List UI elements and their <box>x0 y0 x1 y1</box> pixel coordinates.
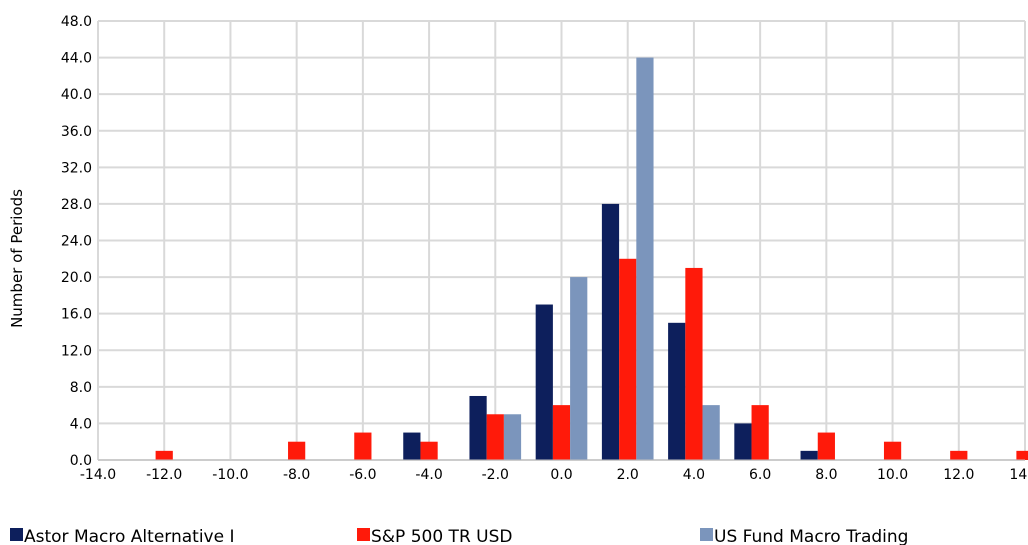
x-tick-label: -10.0 <box>212 467 248 483</box>
legend-swatch <box>10 528 23 541</box>
y-tick-label: 40.0 <box>61 87 92 103</box>
legend-swatch <box>700 528 713 541</box>
x-tick-label: -12.0 <box>146 467 182 483</box>
x-tick-label: -2.0 <box>482 467 509 483</box>
bar-series-2 <box>685 267 703 460</box>
x-tick-label: 0.0 <box>550 467 572 483</box>
bar-series-1 <box>601 203 620 460</box>
bar-series-2 <box>354 432 372 460</box>
y-tick-label: 4.0 <box>70 416 92 432</box>
x-tick-label: 2.0 <box>617 467 639 483</box>
bar-series-2 <box>883 441 902 460</box>
bar-series-3 <box>503 414 522 460</box>
y-tick-label: 32.0 <box>61 160 92 176</box>
y-tick-label: 28.0 <box>61 197 92 213</box>
bar-series-2 <box>155 450 173 460</box>
y-tick-label: 24.0 <box>61 234 92 250</box>
x-tick-label: -6.0 <box>349 467 376 483</box>
legend-swatch <box>357 528 370 541</box>
y-tick-label: 36.0 <box>61 124 92 140</box>
bar-series-3 <box>702 405 720 460</box>
legend-label: Astor Macro Alternative I <box>24 527 234 545</box>
legend-label: US Fund Macro Trading <box>714 527 908 545</box>
x-tick-label: 14.0 <box>1009 467 1028 483</box>
bar-series-2 <box>486 414 504 460</box>
bar-series-3 <box>570 277 588 460</box>
y-tick-label: 16.0 <box>61 307 92 323</box>
bar-series-2 <box>552 405 571 460</box>
bar-series-2 <box>619 258 637 460</box>
bar-series-1 <box>535 304 553 460</box>
bar-series-2 <box>288 441 306 460</box>
x-tick-label: -8.0 <box>283 467 310 483</box>
y-tick-label: 44.0 <box>61 51 92 67</box>
bar-series-2 <box>420 441 438 460</box>
bar-series-1 <box>668 322 686 460</box>
legend: Astor Macro Alternative I S&P 500 TR USD U… <box>10 527 908 545</box>
bar-series-1 <box>800 450 818 460</box>
bar-series-3 <box>636 57 654 460</box>
bar-series-2 <box>950 450 968 460</box>
x-tick-label: 10.0 <box>877 467 908 483</box>
bar-series-2 <box>1016 450 1028 460</box>
y-tick-label: 20.0 <box>61 270 92 286</box>
bar-series-2 <box>751 405 769 460</box>
bar-layer <box>155 57 1028 460</box>
axis-layer: 0.0 4.0 8.0 12.0 16.0 20.0 24.0 28.0 32.0 36.0 40.… <box>8 14 1028 483</box>
bar-series-1 <box>734 423 752 460</box>
y-tick-label: 8.0 <box>70 380 92 396</box>
bar-series-1 <box>469 395 487 460</box>
y-axis-title: Number of Periods <box>8 189 26 328</box>
x-tick-label: 4.0 <box>683 467 705 483</box>
bar-series-1 <box>403 432 421 460</box>
x-tick-label: -14.0 <box>80 467 116 483</box>
x-tick-label: 6.0 <box>749 467 771 483</box>
bar-series-2 <box>817 432 835 460</box>
legend-label: S&P 500 TR USD <box>371 527 512 545</box>
x-tick-label: -4.0 <box>415 467 442 483</box>
y-tick-label: 0.0 <box>70 453 92 469</box>
x-tick-label: 12.0 <box>943 467 974 483</box>
y-tick-label: 12.0 <box>61 343 92 359</box>
grid-layer <box>97 20 1026 461</box>
y-tick-label: 48.0 <box>61 14 92 30</box>
x-tick-label: 8.0 <box>815 467 837 483</box>
